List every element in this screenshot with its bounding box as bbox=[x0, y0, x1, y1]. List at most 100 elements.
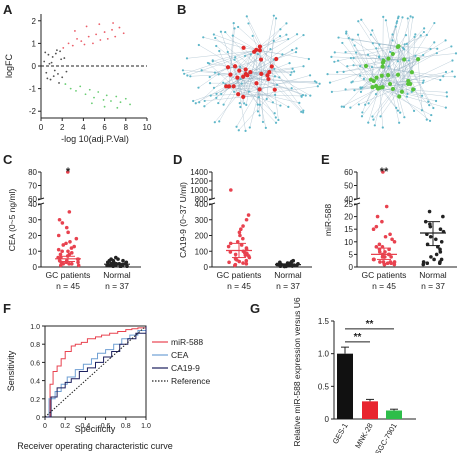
network-node bbox=[433, 41, 436, 44]
network-node bbox=[222, 81, 225, 84]
panel-c-data-point bbox=[56, 233, 61, 238]
panel-e-data-point bbox=[437, 261, 442, 266]
panel-e-data-point bbox=[374, 224, 379, 229]
network-node bbox=[217, 101, 220, 105]
network-node bbox=[375, 47, 378, 50]
network-node bbox=[442, 75, 445, 78]
network-node bbox=[192, 99, 195, 103]
network-hub-node bbox=[237, 68, 242, 73]
network-hub-node bbox=[235, 75, 240, 80]
network-node bbox=[209, 94, 212, 97]
panel-d-data-point bbox=[238, 233, 242, 238]
network-node bbox=[351, 80, 354, 83]
panel-c-category-count: n = 37 bbox=[105, 281, 129, 291]
network-edge bbox=[201, 70, 231, 75]
panel-f-roc-line bbox=[45, 326, 147, 418]
panel-d-category-count: n = 37 bbox=[276, 281, 300, 291]
panel-a-point bbox=[92, 42, 94, 45]
panel-d-y-tick-label: 1400 bbox=[190, 168, 208, 177]
network-node bbox=[379, 115, 382, 118]
panel-d-data-point bbox=[243, 253, 248, 257]
network-hub-node bbox=[228, 72, 233, 77]
panel-letter-e: E bbox=[321, 152, 330, 167]
panel-a-point bbox=[119, 101, 122, 104]
network-node bbox=[233, 27, 236, 30]
network-node bbox=[316, 85, 319, 88]
panel-e-data-point bbox=[432, 257, 436, 262]
network-edge bbox=[350, 59, 419, 108]
network-node bbox=[215, 92, 218, 95]
panel-a-point bbox=[46, 77, 49, 80]
network-node bbox=[257, 96, 260, 99]
network-edge bbox=[334, 46, 398, 62]
network-hub-node bbox=[224, 84, 229, 89]
panel-c-data-point bbox=[121, 258, 125, 263]
network-node bbox=[451, 59, 454, 62]
network-node bbox=[359, 87, 363, 90]
network-node bbox=[366, 53, 370, 56]
panel-f-x-tick-label: 0.4 bbox=[81, 423, 91, 430]
network-node bbox=[345, 32, 348, 35]
panel-g-significance-label: ** bbox=[366, 319, 374, 330]
network-node bbox=[219, 30, 223, 33]
panel-c-data-point bbox=[67, 210, 72, 214]
panel-a-point bbox=[69, 87, 72, 90]
network-node bbox=[295, 47, 298, 50]
network-node bbox=[273, 67, 276, 70]
panel-e-data-point bbox=[439, 240, 444, 244]
network-edge bbox=[199, 51, 255, 103]
network-edge bbox=[213, 34, 257, 50]
network-hub-node bbox=[396, 44, 401, 49]
panel-c-data-point bbox=[65, 170, 70, 174]
panel-g-category-label: SGC-7901 bbox=[373, 422, 399, 453]
network-edge bbox=[358, 21, 384, 61]
network-node bbox=[304, 94, 307, 97]
network-node bbox=[287, 37, 290, 41]
panel-a-x-tick-label: 2 bbox=[60, 123, 65, 132]
panel-a-point bbox=[97, 91, 100, 93]
panel-a-point bbox=[44, 51, 47, 54]
network-node bbox=[214, 36, 217, 40]
network-node bbox=[360, 18, 363, 21]
network-edge bbox=[378, 57, 391, 85]
panel-e-data-point bbox=[392, 240, 397, 244]
network-node bbox=[269, 48, 272, 51]
panel-a-point bbox=[52, 75, 55, 78]
network-edge bbox=[392, 40, 419, 60]
network-node bbox=[274, 17, 278, 20]
network-edge bbox=[401, 17, 413, 92]
panel-a-point bbox=[75, 89, 77, 92]
panel-c-data-point bbox=[105, 260, 110, 265]
network-edge bbox=[249, 89, 260, 128]
panel-d-y-tick-label: 1200 bbox=[190, 177, 208, 186]
panel-a-point bbox=[110, 100, 112, 102]
network-node bbox=[399, 111, 402, 114]
network-node bbox=[206, 61, 210, 65]
network-node bbox=[213, 121, 216, 124]
panel-d-y-tick-label: 300 bbox=[195, 216, 209, 225]
panel-a-point bbox=[67, 42, 70, 45]
network-node bbox=[272, 39, 275, 42]
network-green-hub bbox=[326, 15, 458, 129]
network-node bbox=[293, 70, 296, 73]
network-node bbox=[381, 126, 384, 129]
panel-g-y-label: Relative miR-588 expression versus U6 bbox=[292, 297, 302, 447]
network-hub-node bbox=[387, 81, 393, 87]
panel-a-point bbox=[71, 44, 74, 47]
panel-e-data-point bbox=[392, 262, 397, 267]
network-node bbox=[197, 43, 200, 47]
network-edge bbox=[186, 50, 260, 59]
panel-c-data-point bbox=[58, 263, 63, 268]
network-edge bbox=[345, 33, 373, 88]
network-node bbox=[281, 53, 284, 56]
network-node bbox=[401, 46, 405, 50]
network-hub-node bbox=[259, 71, 264, 76]
network-node bbox=[287, 105, 290, 108]
network-node bbox=[406, 17, 409, 20]
network-node bbox=[364, 103, 367, 106]
network-node bbox=[208, 82, 212, 85]
network-edge bbox=[276, 51, 297, 60]
panel-c-y-tick-label: 80 bbox=[28, 168, 37, 177]
